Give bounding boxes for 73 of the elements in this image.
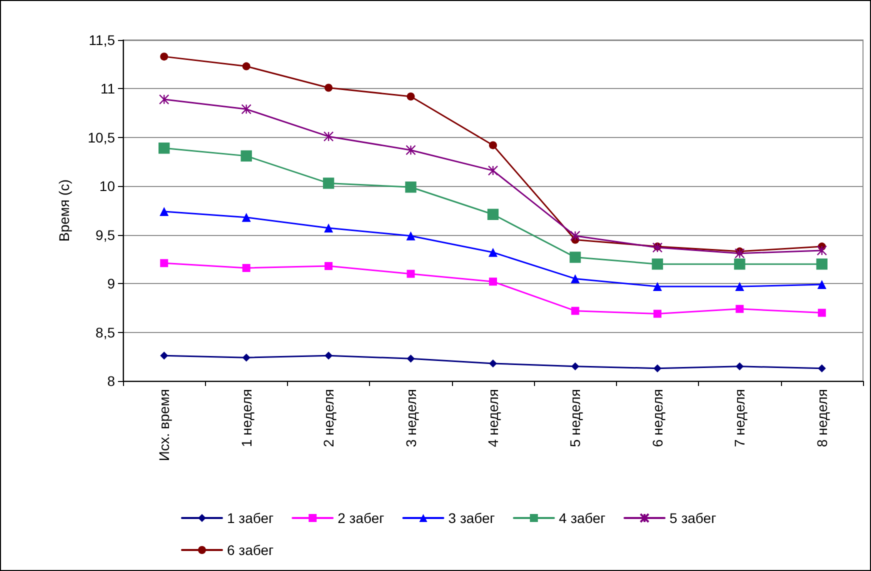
point [818,308,826,317]
point [242,264,250,272]
x-tick-label: 5 неделя [567,389,584,448]
point [324,352,333,360]
x-tick-label: Исх. время [156,389,172,462]
point [241,104,252,114]
y-tick-label: 8,5 [96,324,116,340]
point [324,262,333,270]
y-tick-label: 9,5 [96,226,116,243]
point [160,52,168,61]
point [816,258,828,270]
legend-label: 6 забег [227,542,274,558]
legend-label: 5 забег [670,510,716,526]
point [160,259,168,268]
point [488,165,498,176]
point [570,252,581,263]
point [653,310,662,318]
point [736,304,744,313]
point [734,258,746,270]
point [735,282,744,291]
x-tick-label: 3 неделя [402,389,419,448]
point [570,274,580,284]
y-tick-label: 11,5 [88,32,116,48]
point [322,178,334,189]
point [816,245,827,256]
point [652,282,662,291]
point [570,230,580,241]
point [817,280,826,290]
point [242,212,251,222]
point [489,141,497,150]
point [159,94,170,105]
y-tick-label: 9 [107,276,116,292]
point [242,354,250,362]
point [571,362,580,370]
legend-label: 3 забег [448,510,495,526]
point [158,142,170,154]
x-tick-label: 7 неделя [732,389,748,448]
point [653,364,662,372]
point [489,278,497,286]
point [240,150,252,162]
point [160,206,169,216]
point [324,224,334,233]
legend-label: 4 забег [558,510,606,526]
point [405,182,416,193]
point [818,364,826,372]
y-tick-label: 10,5 [88,129,116,146]
point [160,352,168,360]
y-axis-title: Время (с) [56,179,72,242]
point [323,131,334,142]
legend-label: 2 забег [338,510,384,526]
point [489,359,497,368]
y-tick-label: 11 [100,80,116,97]
point [571,306,580,315]
point [324,84,333,92]
y-tick-label: 8 [107,373,116,389]
legend-label: 1 забег [227,510,274,526]
x-tick-label: 1 неделя [238,389,254,448]
x-tick-label: 4 неделя [485,389,501,448]
x-tick-label: 2 неделя [320,389,337,448]
y-tick-label: 10 [99,178,116,194]
point [242,62,250,70]
point [488,248,498,257]
x-tick-label: 8 неделя [814,389,830,448]
point [406,231,416,240]
point [736,362,744,370]
x-tick-label: 6 неделя [649,389,666,448]
point [406,144,416,156]
point [406,354,415,363]
point [487,208,499,220]
point [406,92,415,101]
point [734,248,745,258]
point [652,258,664,270]
point [406,270,415,278]
